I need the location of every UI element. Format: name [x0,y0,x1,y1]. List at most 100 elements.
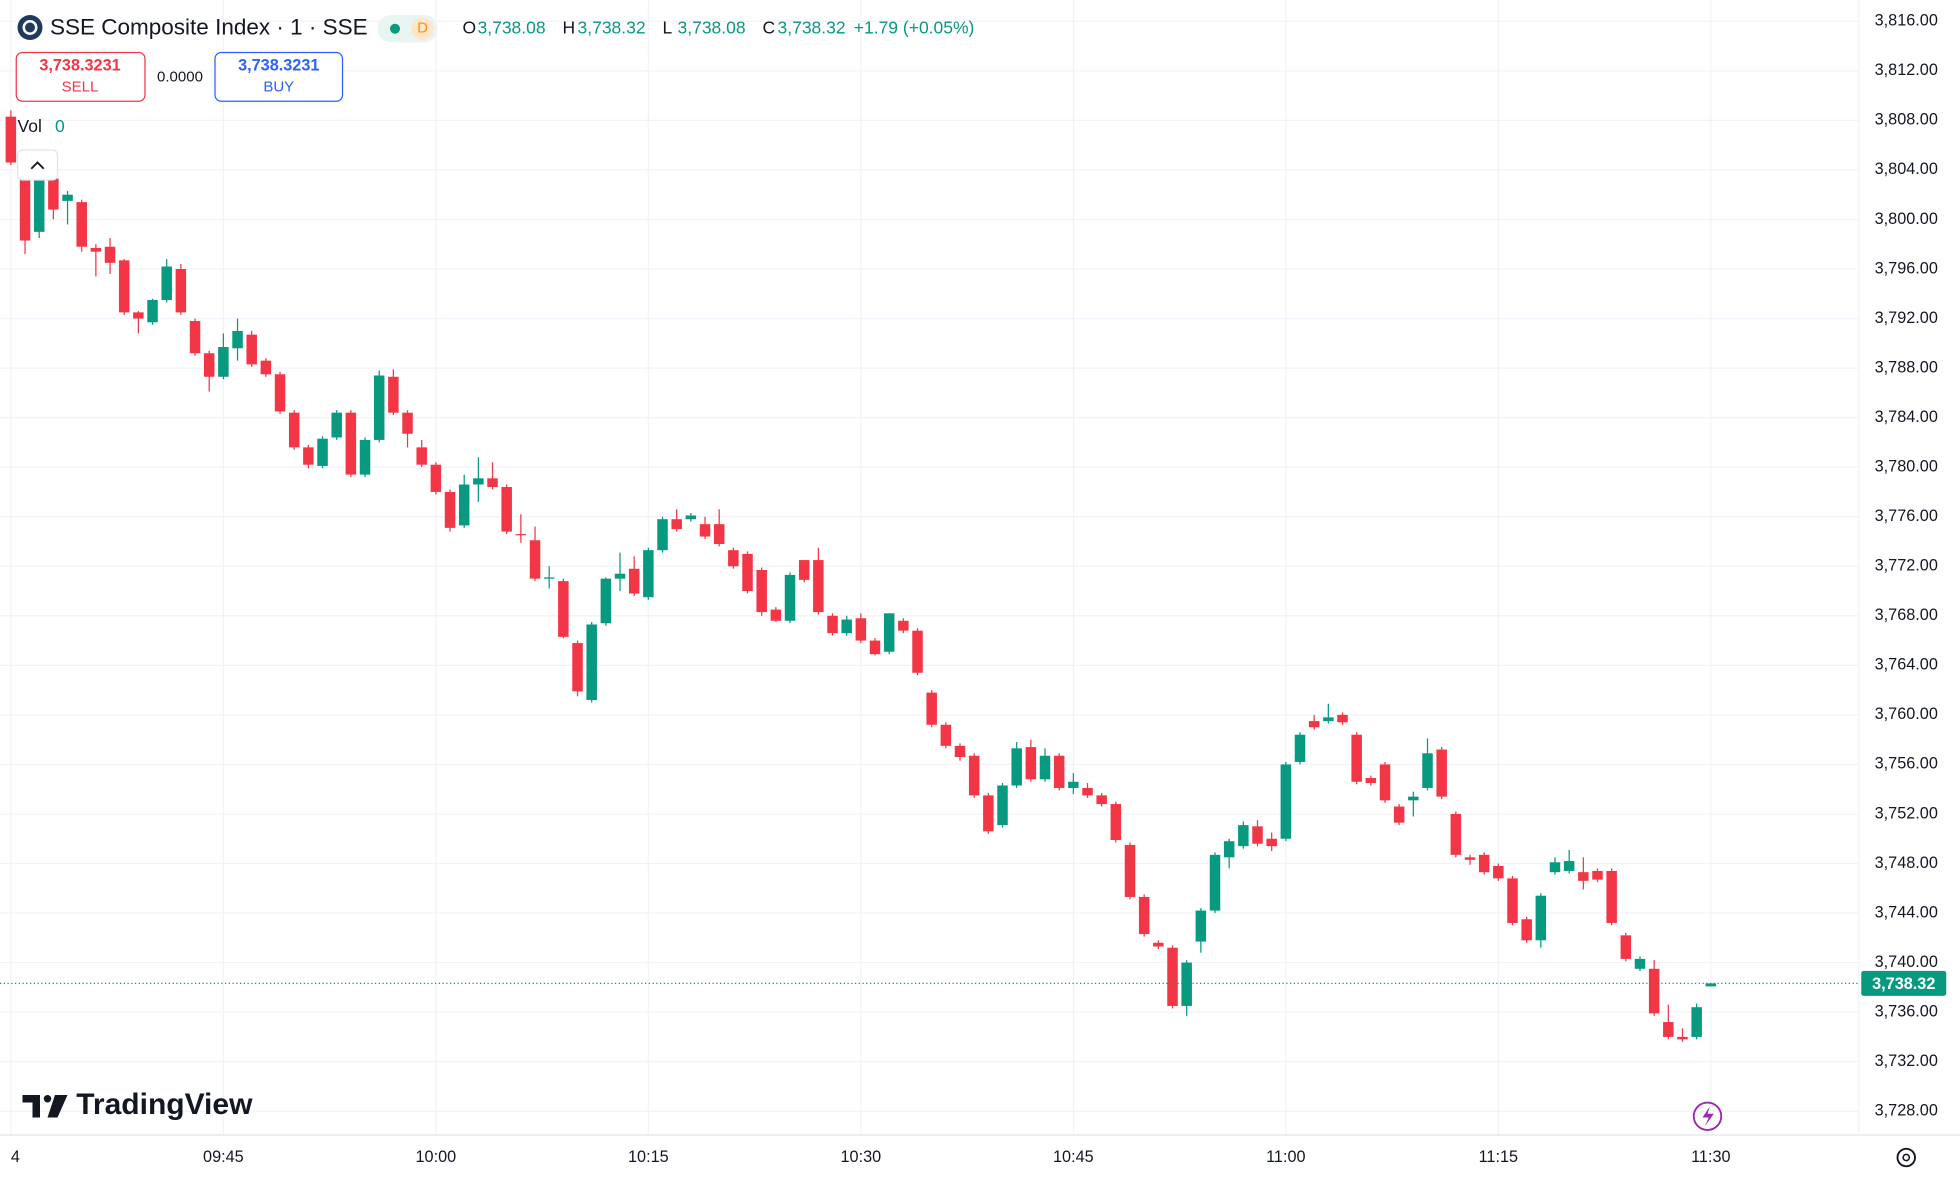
ohlc-key: O [463,17,477,37]
volume-value: 0 [55,116,65,136]
candle-body [983,795,994,832]
candle-body [1337,714,1348,723]
y-tick-label: 3,744.00 [1875,903,1938,921]
candle-body [1025,747,1037,780]
candle-body [699,524,711,537]
y-tick-label: 3,740.00 [1875,953,1938,971]
candle-body [76,202,87,247]
candle-body [1549,862,1561,873]
badge-circle [411,17,434,40]
candle-body [1379,764,1391,801]
y-tick-label: 3,816.00 [1875,12,1938,30]
y-tick-label: 3,728.00 [1875,1102,1938,1120]
candle-body [827,615,838,634]
ohlc-value: 3,738.32 [778,17,846,37]
candle-body [543,577,555,579]
candle-body [841,619,852,634]
candle-body [529,540,541,579]
y-tick-label: 3,760.00 [1875,705,1938,723]
candle-body [1323,717,1334,722]
y-tick-label: 3,732.00 [1875,1052,1938,1070]
candle-body [359,439,371,475]
candle-body [203,353,215,377]
candle-body [713,524,725,544]
symbol-title[interactable]: SSE Composite Index · 1 · SSE [50,15,368,40]
candle-body [869,640,881,655]
x-tick-label: 4 [11,1148,20,1166]
buy-button[interactable] [214,51,344,102]
candle-body [1393,806,1405,823]
candle-body [473,478,484,485]
candle-body [756,569,767,613]
candle-body [1620,935,1632,959]
candle-body [515,534,527,536]
market-status-dot [390,23,400,34]
candle-body [288,412,300,448]
candle-body [260,360,272,375]
candle-body [1266,838,1277,847]
candle-body [303,447,314,465]
logo-mark-dot [43,1095,52,1103]
candle-body [1563,861,1575,871]
candle-body [1082,787,1093,796]
candle-body [175,269,187,313]
candle-body [1351,734,1362,782]
x-tick-label: 10:00 [416,1148,457,1166]
candle-body [1408,796,1419,801]
logo-mark-slant [47,1095,68,1118]
candle-body [48,178,59,210]
candle-body [784,574,796,621]
candle-body [430,464,442,492]
settings-icon [1902,1153,1911,1162]
candle-body [770,609,782,621]
candle-body [388,376,399,413]
x-tick-label: 10:30 [841,1148,882,1166]
candle-body [402,412,413,434]
y-tick-label: 3,772.00 [1875,557,1938,575]
ohlc-value: 3,738.08 [678,17,746,37]
candle-body [1011,748,1022,786]
candles [0,110,1859,1042]
candle-body [1308,721,1320,728]
candle-body [1294,734,1306,762]
collapse-button[interactable] [16,149,59,181]
candle-body [940,724,952,746]
logo-text: TradingView [76,1088,253,1121]
candle-body [1606,870,1617,923]
x-tick-label: 10:45 [1053,1148,1094,1166]
candle-body [1238,825,1249,847]
badge[interactable]: D [417,20,428,37]
candle-body [147,299,158,323]
logo-mark [22,1095,40,1118]
lightning-button[interactable] [1692,1101,1723,1131]
y-tick-label: 3,796.00 [1875,259,1938,277]
y-tick-label: 3,780.00 [1875,457,1938,475]
candle-body [685,515,697,520]
candle-body [954,745,966,757]
volume-label: Vol [18,116,42,136]
grid [0,0,1859,1135]
y-tick-label: 3,768.00 [1875,606,1938,624]
x-tick-label: 09:45 [203,1148,244,1166]
y-tick-label: 3,776.00 [1875,507,1938,525]
candle-body [161,266,172,300]
candle-body [1507,878,1518,923]
lightning-icon [1702,1106,1714,1127]
candle-body [1181,962,1192,1006]
candle-body [90,247,102,252]
candle-body [487,478,498,487]
candle-body [572,643,583,692]
last-price-box [1861,970,1947,996]
candle-body [373,375,385,440]
candle-body [331,412,342,438]
candle-body [1677,1036,1688,1040]
candle-body [218,347,229,377]
ohlc-change: +1.79 (+0.05%) [854,17,975,37]
sell-button[interactable] [15,51,146,102]
candle-body [1280,764,1292,839]
tradingview-logo: TradingView [22,1088,253,1121]
settings-button[interactable] [1896,1147,1916,1168]
candle-body [501,486,512,532]
